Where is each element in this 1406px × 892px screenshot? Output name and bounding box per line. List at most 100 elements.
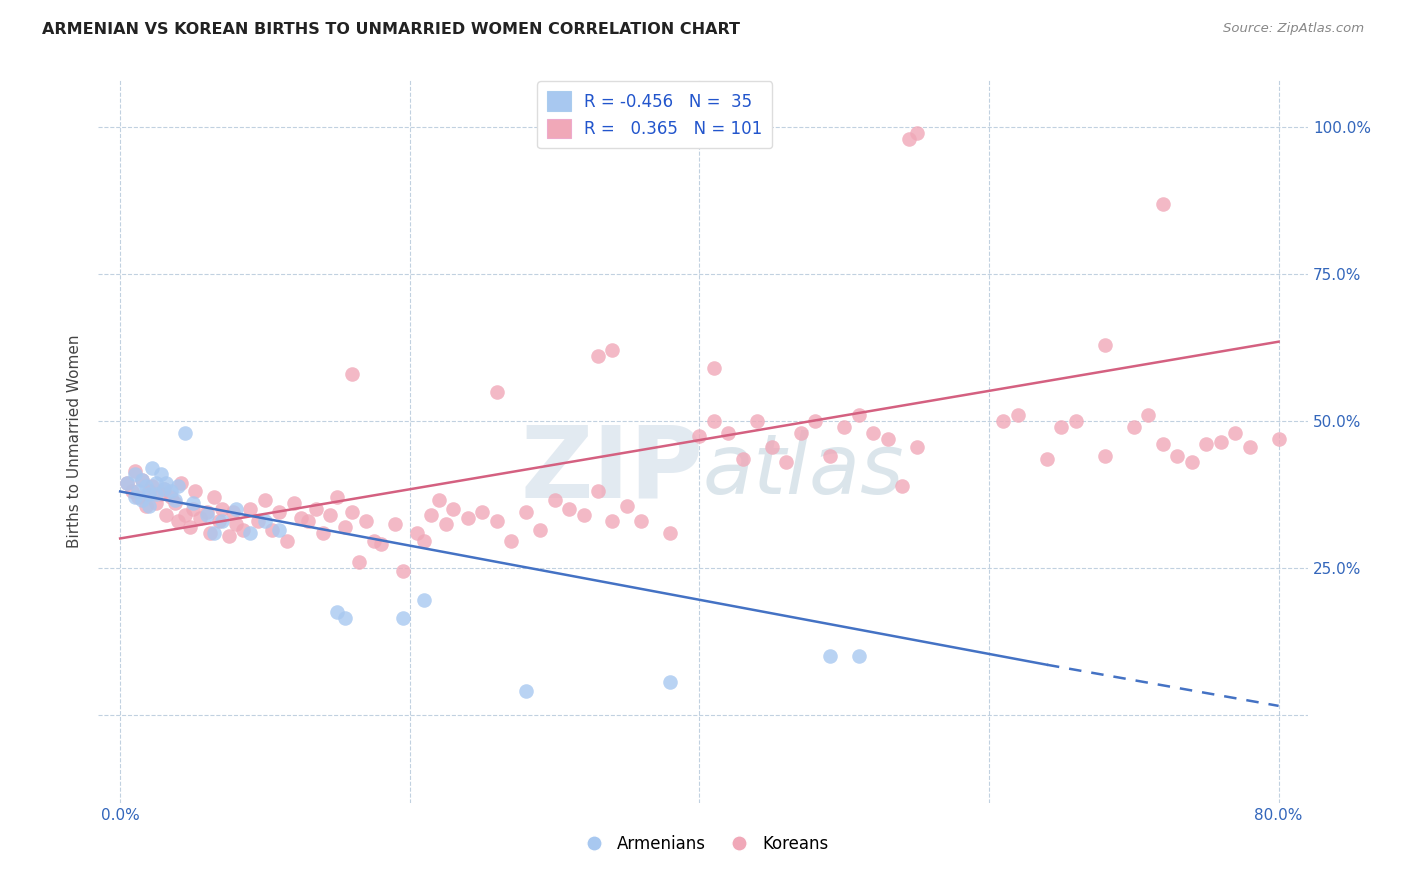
Point (304, 502, 326, 516)
Point (155, 475, 177, 490)
Point (1122, 420, 1144, 434)
Point (145, 487, 167, 501)
Point (167, 478, 190, 492)
Point (211, 502, 233, 516)
Point (688, 428, 710, 442)
Point (340, 367, 363, 381)
Point (225, 516, 247, 531)
Point (572, 508, 595, 522)
Point (202, 525, 225, 540)
Point (391, 564, 413, 578)
Point (1064, 414, 1087, 428)
Point (1267, 432, 1289, 446)
Point (993, 414, 1015, 428)
Point (131, 493, 153, 508)
Point (347, 555, 370, 569)
Point (131, 473, 153, 487)
Point (297, 514, 319, 528)
Point (174, 508, 197, 522)
Point (703, 414, 725, 428)
Point (413, 593, 436, 607)
Point (747, 414, 769, 428)
Text: ZIP: ZIP (520, 422, 703, 519)
Point (145, 496, 167, 510)
Point (616, 499, 638, 513)
Point (905, 441, 928, 455)
Point (340, 505, 363, 519)
Point (876, 432, 898, 446)
Point (131, 473, 153, 487)
Point (1094, 449, 1116, 463)
Point (149, 467, 172, 481)
Point (529, 523, 551, 537)
Point (391, 611, 413, 625)
Point (1209, 434, 1232, 449)
Point (515, 684, 537, 698)
Point (1166, 449, 1188, 463)
Point (124, 467, 146, 481)
Point (586, 350, 609, 364)
Point (1239, 441, 1261, 455)
Point (269, 505, 291, 519)
Legend: Armenians, Koreans: Armenians, Koreans (571, 828, 835, 860)
Point (434, 516, 457, 531)
Point (1007, 408, 1029, 422)
Point (253, 493, 276, 508)
Point (253, 514, 276, 528)
Point (731, 452, 754, 467)
Point (848, 408, 870, 422)
Point (198, 525, 221, 540)
Point (290, 511, 312, 525)
Point (804, 414, 827, 428)
Point (775, 455, 797, 469)
Point (1152, 196, 1174, 211)
Point (717, 425, 740, 440)
Point (413, 534, 436, 549)
Point (179, 519, 201, 533)
Point (558, 502, 581, 516)
Point (232, 523, 254, 537)
Point (326, 491, 349, 505)
Point (211, 514, 233, 528)
Text: ARMENIAN VS KOREAN BIRTHS TO UNMARRIED WOMEN CORRELATION CHART: ARMENIAN VS KOREAN BIRTHS TO UNMARRIED W… (42, 22, 740, 37)
Text: Source: ZipAtlas.com: Source: ZipAtlas.com (1223, 22, 1364, 36)
Point (246, 514, 269, 528)
Point (659, 675, 682, 690)
Point (862, 425, 884, 440)
Point (269, 523, 291, 537)
Point (485, 384, 508, 399)
Point (135, 478, 157, 492)
Point (195, 508, 218, 522)
Point (149, 487, 172, 501)
Point (832, 420, 855, 434)
Point (262, 523, 284, 537)
Point (898, 132, 921, 146)
Point (441, 502, 464, 516)
Text: atlas: atlas (703, 430, 904, 511)
Point (420, 508, 443, 522)
Point (457, 511, 479, 525)
Point (225, 502, 247, 516)
Point (818, 449, 841, 463)
Point (1195, 437, 1218, 451)
Point (218, 528, 240, 542)
Y-axis label: Births to Unmarried Women: Births to Unmarried Women (67, 334, 83, 549)
Point (818, 648, 841, 663)
Point (165, 496, 187, 510)
Point (501, 534, 523, 549)
Point (1181, 455, 1204, 469)
Point (152, 482, 174, 496)
Point (427, 493, 450, 508)
Point (138, 487, 160, 501)
Point (333, 519, 356, 533)
Point (222, 505, 245, 519)
Point (356, 514, 378, 528)
Point (159, 491, 181, 505)
Point (155, 508, 177, 522)
Point (333, 611, 356, 625)
Point (174, 425, 197, 440)
Point (152, 482, 174, 496)
Point (1225, 425, 1247, 440)
Point (138, 499, 160, 513)
Point (141, 461, 163, 475)
